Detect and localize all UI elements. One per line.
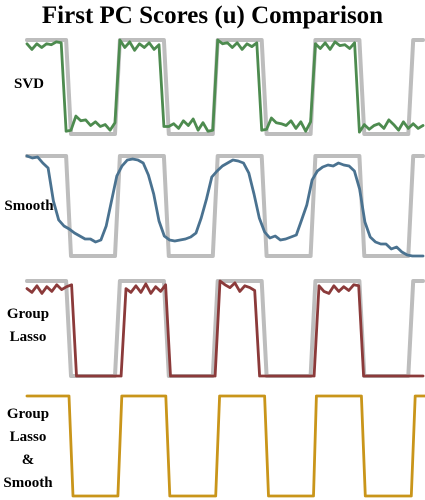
panel-label-svd: SVD [13, 76, 44, 92]
reference-signal-smooth [25, 154, 425, 258]
series-line-svd [25, 38, 425, 134]
panel-label-group-lasso-smooth: Group Lasso & Smooth [3, 406, 53, 491]
panel-label-smooth: Smooth [4, 198, 54, 214]
series-line-smooth [25, 154, 425, 258]
chart-title: First PC Scores (u) Comparison [41, 2, 384, 29]
series-line-group-lasso-smooth [25, 394, 425, 498]
reference-signal-svd [25, 38, 425, 136]
panel-label-group-lasso: Group Lasso [6, 306, 50, 345]
series-line-group-lasso [25, 279, 425, 378]
